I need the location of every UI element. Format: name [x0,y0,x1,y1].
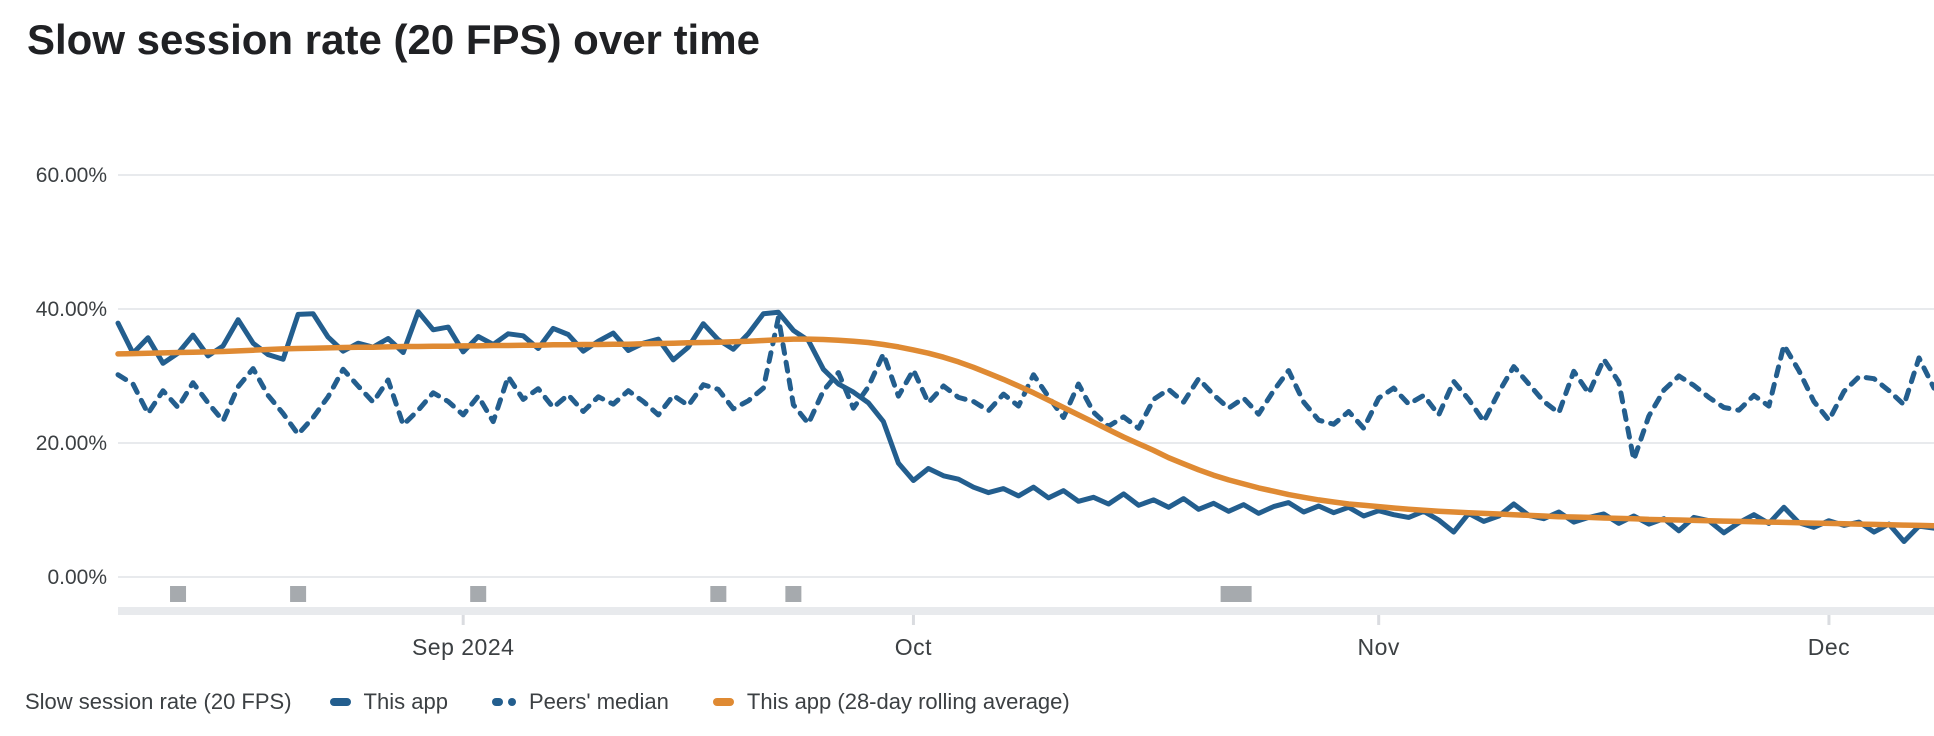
series-line-this-app-28-day-rolling-average[interactable] [115,336,1934,529]
release-marker[interactable] [290,586,307,602]
x-tick-label: Sep 2024 [412,634,514,660]
x-tick-mark [1377,615,1381,625]
release-marker[interactable] [785,586,802,602]
x-tick-label: Oct [895,634,932,660]
release-marker[interactable] [1235,586,1252,602]
x-tick-label: Nov [1357,634,1399,660]
y-tick-label: 20.00% [36,432,107,455]
x-axis-labels: Sep 2024 Oct Nov Dec [412,634,1850,660]
y-tick-label: 40.00% [36,298,107,321]
x-tick-label: Dec [1808,634,1850,660]
x-tick-mark [1827,615,1831,625]
legend-item-label: This app (28-day rolling average) [746,689,1070,714]
legend-swatch-dash [507,698,516,706]
x-axis-band [118,607,1934,615]
legend-item-rolling-average[interactable]: This app (28-day rolling average) [712,689,1070,715]
legend-swatch-dashed-line [491,698,516,706]
legend-item-label: This app [363,689,448,714]
x-tick-mark [461,615,465,625]
release-marker[interactable] [170,586,187,602]
legend-swatch-dash [491,698,503,706]
release-marker[interactable] [1220,586,1237,602]
legend-swatch-orange-line [712,698,734,706]
y-tick-label: 60.00% [36,164,107,187]
chart-title: Slow session rate (20 FPS) over time [27,16,760,63]
release-marker[interactable] [470,586,487,602]
release-markers [170,586,1252,602]
release-marker[interactable] [710,586,727,602]
x-axis-ticks [461,615,1831,625]
gridlines [118,174,1934,578]
x-axis-baseline [118,607,1934,615]
legend-metric-label: Slow session rate (20 FPS) [25,689,292,714]
legend-item-label: Peers' median [528,689,669,714]
legend-item-this-app[interactable]: This app [329,689,448,715]
legend-swatch-solid-line [329,698,351,706]
x-tick-mark [911,615,915,625]
y-tick-label: 0.00% [47,566,107,589]
line-chart: 60.00% 40.00% 20.00% 0.00% Sep 2024 Oct Nov De… [36,164,1934,660]
y-axis-labels: 60.00% 40.00% 20.00% 0.00% [36,164,107,589]
legend: Slow session rate (20 FPS) This app Peer… [25,686,1114,718]
legend-item-peers-median[interactable]: Peers' median [491,689,669,715]
series-lines [115,309,1934,544]
